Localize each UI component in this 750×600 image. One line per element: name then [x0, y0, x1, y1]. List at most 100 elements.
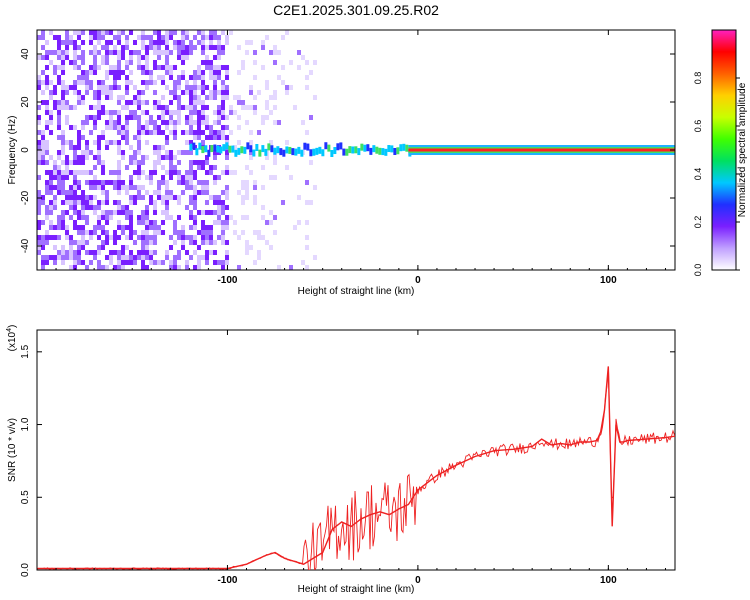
spectrogram-cell [45, 105, 49, 110]
spectrogram-cell [97, 85, 101, 90]
colorbar-tick-label: 0.8 [693, 72, 703, 85]
spectrogram-cell [41, 145, 45, 150]
spectrogram-cell [113, 240, 117, 245]
spectrogram-cell [77, 35, 81, 40]
spectrogram-cell [125, 210, 129, 215]
spectrogram-cell [201, 85, 205, 90]
spectrogram-cell [61, 215, 65, 220]
spectrogram-cell [169, 170, 173, 175]
spectrogram-cell [185, 250, 189, 255]
spectrogram-cell [81, 200, 85, 205]
spectrogram-cell [73, 50, 77, 55]
spectrogram-cell [109, 40, 113, 45]
spectrogram-cell [69, 145, 73, 150]
spectrogram-cell [209, 40, 213, 45]
spectrogram-cell [49, 205, 53, 210]
spectrogram-cell [185, 45, 189, 50]
spectrogram-cell [221, 125, 225, 130]
spectrogram-cell [305, 180, 309, 185]
spectrogram-cell [189, 100, 193, 105]
spectrogram-cell [141, 100, 145, 105]
spectrogram-cell [169, 30, 173, 35]
spectrogram-cell [49, 170, 53, 175]
spectrogram-cell [125, 75, 129, 80]
spectrogram-cell [289, 175, 293, 180]
spectrogram-cell [129, 110, 133, 115]
spectrogram-cell [221, 80, 225, 85]
spectrogram-cell [97, 105, 101, 110]
spectrogram-cell [141, 240, 145, 245]
spectrogram-cell [41, 235, 45, 240]
spectrogram-cell [97, 250, 101, 255]
spectrogram-cell [125, 65, 129, 70]
spectrogram-cell [89, 150, 93, 155]
spectrogram-cell [161, 105, 165, 110]
spectrogram-cell [133, 160, 137, 165]
spectrogram-cell [121, 30, 125, 35]
spectrogram-cell [145, 130, 149, 135]
spectrogram-cell [285, 30, 289, 35]
spectrogram-cell [133, 50, 137, 55]
spectrogram-cell [305, 265, 309, 270]
spectrogram-cell [49, 235, 53, 240]
spectrogram-cell [93, 255, 97, 260]
spectrogram-cell [109, 255, 113, 260]
tone-segment [255, 144, 259, 152]
spectrogram-cell [305, 130, 309, 135]
spectrogram-cell [209, 170, 213, 175]
spectrogram-cell [93, 210, 97, 215]
spectrogram-cell [89, 235, 93, 240]
spectrogram-cell [65, 235, 69, 240]
spectrogram-cell [245, 180, 249, 185]
spectrogram-cell [217, 220, 221, 225]
spectrogram-cell [181, 180, 185, 185]
spectrogram-cell [117, 150, 121, 155]
spectrogram-cell [273, 215, 277, 220]
spectrogram-cell [173, 120, 177, 125]
spectrogram-cell [105, 70, 109, 75]
spectrogram-cell [81, 135, 85, 140]
spectrogram-cell [73, 145, 77, 150]
spectrogram-cell [225, 90, 229, 95]
spectrogram-cell [77, 225, 81, 230]
spectrogram-cell [105, 40, 109, 45]
spectrogram-cell [225, 65, 229, 70]
tone-segment [393, 147, 397, 155]
spectrogram-cell [121, 70, 125, 75]
spectrogram-cell [249, 90, 253, 95]
spectrogram-cell [165, 250, 169, 255]
spectrogram-cell [193, 190, 197, 195]
spectrogram-cell [69, 195, 73, 200]
spectrogram-cell [273, 160, 277, 165]
spectrogram-cell [45, 240, 49, 245]
spectrogram-cell [89, 230, 93, 235]
spectrogram-cell [85, 140, 89, 145]
tone-segment [213, 144, 217, 152]
spectrogram-cell [117, 210, 121, 215]
spectrogram-cell [153, 145, 157, 150]
spectrogram-cell [205, 180, 209, 185]
spectrogram-cell [37, 140, 41, 145]
spectrogram-cell [89, 85, 93, 90]
spectrogram-cell [77, 240, 81, 245]
spectrogram-cell [181, 105, 185, 110]
spectrogram-cell [189, 175, 193, 180]
spectrogram-cell [233, 145, 237, 150]
spectrogram-cell [213, 210, 217, 215]
spectrogram-cell [45, 260, 49, 265]
spectrogram-cell [153, 120, 157, 125]
spectrogram-cell [45, 75, 49, 80]
spectrogram-cell [49, 220, 53, 225]
spectrogram-cell [185, 205, 189, 210]
spectrogram-cell [69, 60, 73, 65]
spectrogram-cell [173, 165, 177, 170]
spectrogram-cell [177, 50, 181, 55]
spectrogram-cell [93, 175, 97, 180]
spectrogram-cell [77, 90, 81, 95]
spectrogram-cell [157, 100, 161, 105]
spectrogram-cell [53, 255, 57, 260]
spectrogram-cell [121, 50, 125, 55]
spectrogram-cell [265, 35, 269, 40]
spectrogram-cell [201, 130, 205, 135]
spectrogram-cell [165, 190, 169, 195]
